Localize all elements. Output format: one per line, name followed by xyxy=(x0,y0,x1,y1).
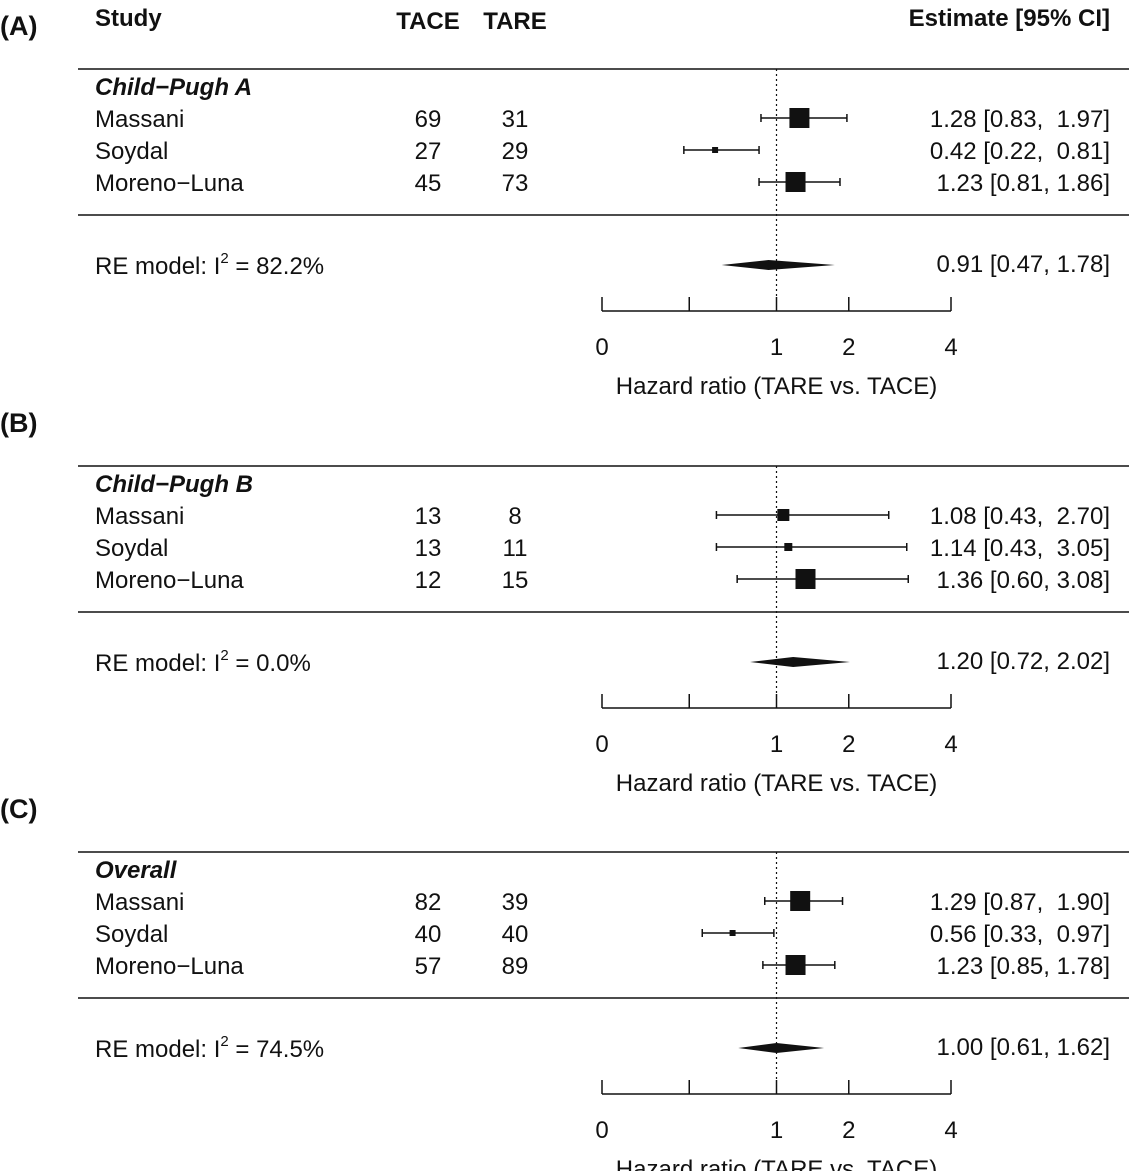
summary-label: RE model: I2 = 82.2% xyxy=(95,250,324,280)
tare-count: 40 xyxy=(502,921,529,948)
estimate-ci: 1.14 [0.43, 3.05] xyxy=(930,535,1110,562)
forest-panel: (C) Overall Massani 82 39 1.29 [0.87, 1.90] So… xyxy=(0,794,1129,1171)
summary-diamond xyxy=(721,260,835,270)
point-estimate xyxy=(790,891,811,911)
summary-estimate-ci: 0.91 [0.47, 1.78] xyxy=(937,251,1110,278)
x-tick-label: 4 xyxy=(944,1117,957,1144)
study-name: Massani xyxy=(95,106,184,133)
x-tick-label: 2 xyxy=(842,1117,855,1144)
study-name: Soydal xyxy=(95,138,168,165)
point-estimate xyxy=(789,108,810,128)
estimate-ci: 1.36 [0.60, 3.08] xyxy=(937,567,1110,594)
summary-label-prefix: RE model: I xyxy=(95,1036,220,1063)
estimate-ci: 1.08 [0.43, 2.70] xyxy=(930,503,1110,530)
point-estimate xyxy=(784,543,793,551)
study-name: Soydal xyxy=(95,535,168,562)
x-tick-label: 1 xyxy=(770,334,783,361)
x-tick-label: 4 xyxy=(944,334,957,361)
x-tick-label: 0 xyxy=(595,731,608,758)
study-name: Moreno−Luna xyxy=(95,953,244,980)
panel-label: (C) xyxy=(0,794,37,824)
estimate-ci: 1.23 [0.85, 1.78] xyxy=(937,953,1110,980)
summary-estimate-ci: 1.00 [0.61, 1.62] xyxy=(937,1034,1110,1061)
x-tick-label: 2 xyxy=(842,731,855,758)
estimate-ci: 0.42 [0.22, 0.81] xyxy=(930,138,1110,165)
summary-label-suffix: = 82.2% xyxy=(229,253,324,280)
summary-diamond xyxy=(738,1043,825,1053)
study-name: Soydal xyxy=(95,921,168,948)
x-axis-label: Hazard ratio (TARE vs. TACE) xyxy=(616,373,937,400)
summary-label-sup: 2 xyxy=(220,250,228,267)
tare-count: 11 xyxy=(503,535,528,562)
point-estimate xyxy=(795,569,816,589)
summary-label: RE model: I2 = 0.0% xyxy=(95,647,311,677)
point-estimate xyxy=(712,147,719,153)
x-tick-label: 4 xyxy=(944,731,957,758)
tace-count: 13 xyxy=(415,503,442,530)
study-name: Moreno−Luna xyxy=(95,567,244,594)
tace-count: 69 xyxy=(415,106,442,133)
summary-label-prefix: RE model: I xyxy=(95,253,220,280)
x-tick-label: 2 xyxy=(842,334,855,361)
estimate-ci: 0.56 [0.33, 0.97] xyxy=(930,921,1110,948)
tare-count: 8 xyxy=(508,503,521,530)
summary-diamond xyxy=(750,657,851,667)
tare-count: 31 xyxy=(502,106,529,133)
point-estimate xyxy=(785,955,806,975)
header-estimate: Estimate [95% CI] xyxy=(909,5,1110,32)
summary-label: RE model: I2 = 74.5% xyxy=(95,1033,324,1063)
study-name: Moreno−Luna xyxy=(95,170,244,197)
header-study: Study xyxy=(95,5,162,32)
panel-label: (A) xyxy=(0,11,37,41)
header-tare: TARE xyxy=(483,8,547,35)
study-name: Massani xyxy=(95,503,184,530)
tare-count: 73 xyxy=(502,170,529,197)
tace-count: 40 xyxy=(415,921,442,948)
x-tick-label: 0 xyxy=(595,334,608,361)
summary-label-sup: 2 xyxy=(220,647,228,664)
panel-label: (B) xyxy=(0,408,37,438)
tace-count: 27 xyxy=(415,138,442,165)
summary-label-sup: 2 xyxy=(220,1033,228,1050)
group-label: Child−Pugh A xyxy=(95,74,252,101)
tace-count: 45 xyxy=(415,170,442,197)
estimate-ci: 1.23 [0.81, 1.86] xyxy=(937,170,1110,197)
tare-count: 39 xyxy=(502,889,529,916)
summary-label-suffix: = 74.5% xyxy=(229,1036,324,1063)
x-tick-label: 1 xyxy=(770,1117,783,1144)
group-label: Overall xyxy=(95,857,178,884)
tace-count: 13 xyxy=(415,535,442,562)
tace-count: 57 xyxy=(415,953,442,980)
point-estimate xyxy=(777,509,790,521)
x-axis-label: Hazard ratio (TARE vs. TACE) xyxy=(616,770,937,797)
tare-count: 15 xyxy=(502,567,529,594)
tace-count: 82 xyxy=(415,889,442,916)
estimate-ci: 1.28 [0.83, 1.97] xyxy=(930,106,1110,133)
header-tace: TACE xyxy=(396,8,460,35)
x-tick-label: 1 xyxy=(770,731,783,758)
x-axis-label: Hazard ratio (TARE vs. TACE) xyxy=(616,1156,937,1171)
estimate-ci: 1.29 [0.87, 1.90] xyxy=(930,889,1110,916)
point-estimate xyxy=(729,930,736,936)
group-label: Child−Pugh B xyxy=(95,471,253,498)
panels: (A) Child−Pugh A Massani 69 31 1.28 [0.83, 1.… xyxy=(0,11,1129,1171)
tare-count: 29 xyxy=(502,138,529,165)
forest-panel: (A) Child−Pugh A Massani 69 31 1.28 [0.83, 1.… xyxy=(0,11,1129,400)
forest-panel: (B) Child−Pugh B Massani 13 8 1.08 [0.43, 2.7… xyxy=(0,408,1129,797)
tare-count: 89 xyxy=(502,953,529,980)
x-tick-label: 0 xyxy=(595,1117,608,1144)
tace-count: 12 xyxy=(415,567,442,594)
study-name: Massani xyxy=(95,889,184,916)
point-estimate xyxy=(785,172,806,192)
summary-estimate-ci: 1.20 [0.72, 2.02] xyxy=(937,648,1110,675)
summary-label-prefix: RE model: I xyxy=(95,650,220,677)
summary-label-suffix: = 0.0% xyxy=(229,650,311,677)
